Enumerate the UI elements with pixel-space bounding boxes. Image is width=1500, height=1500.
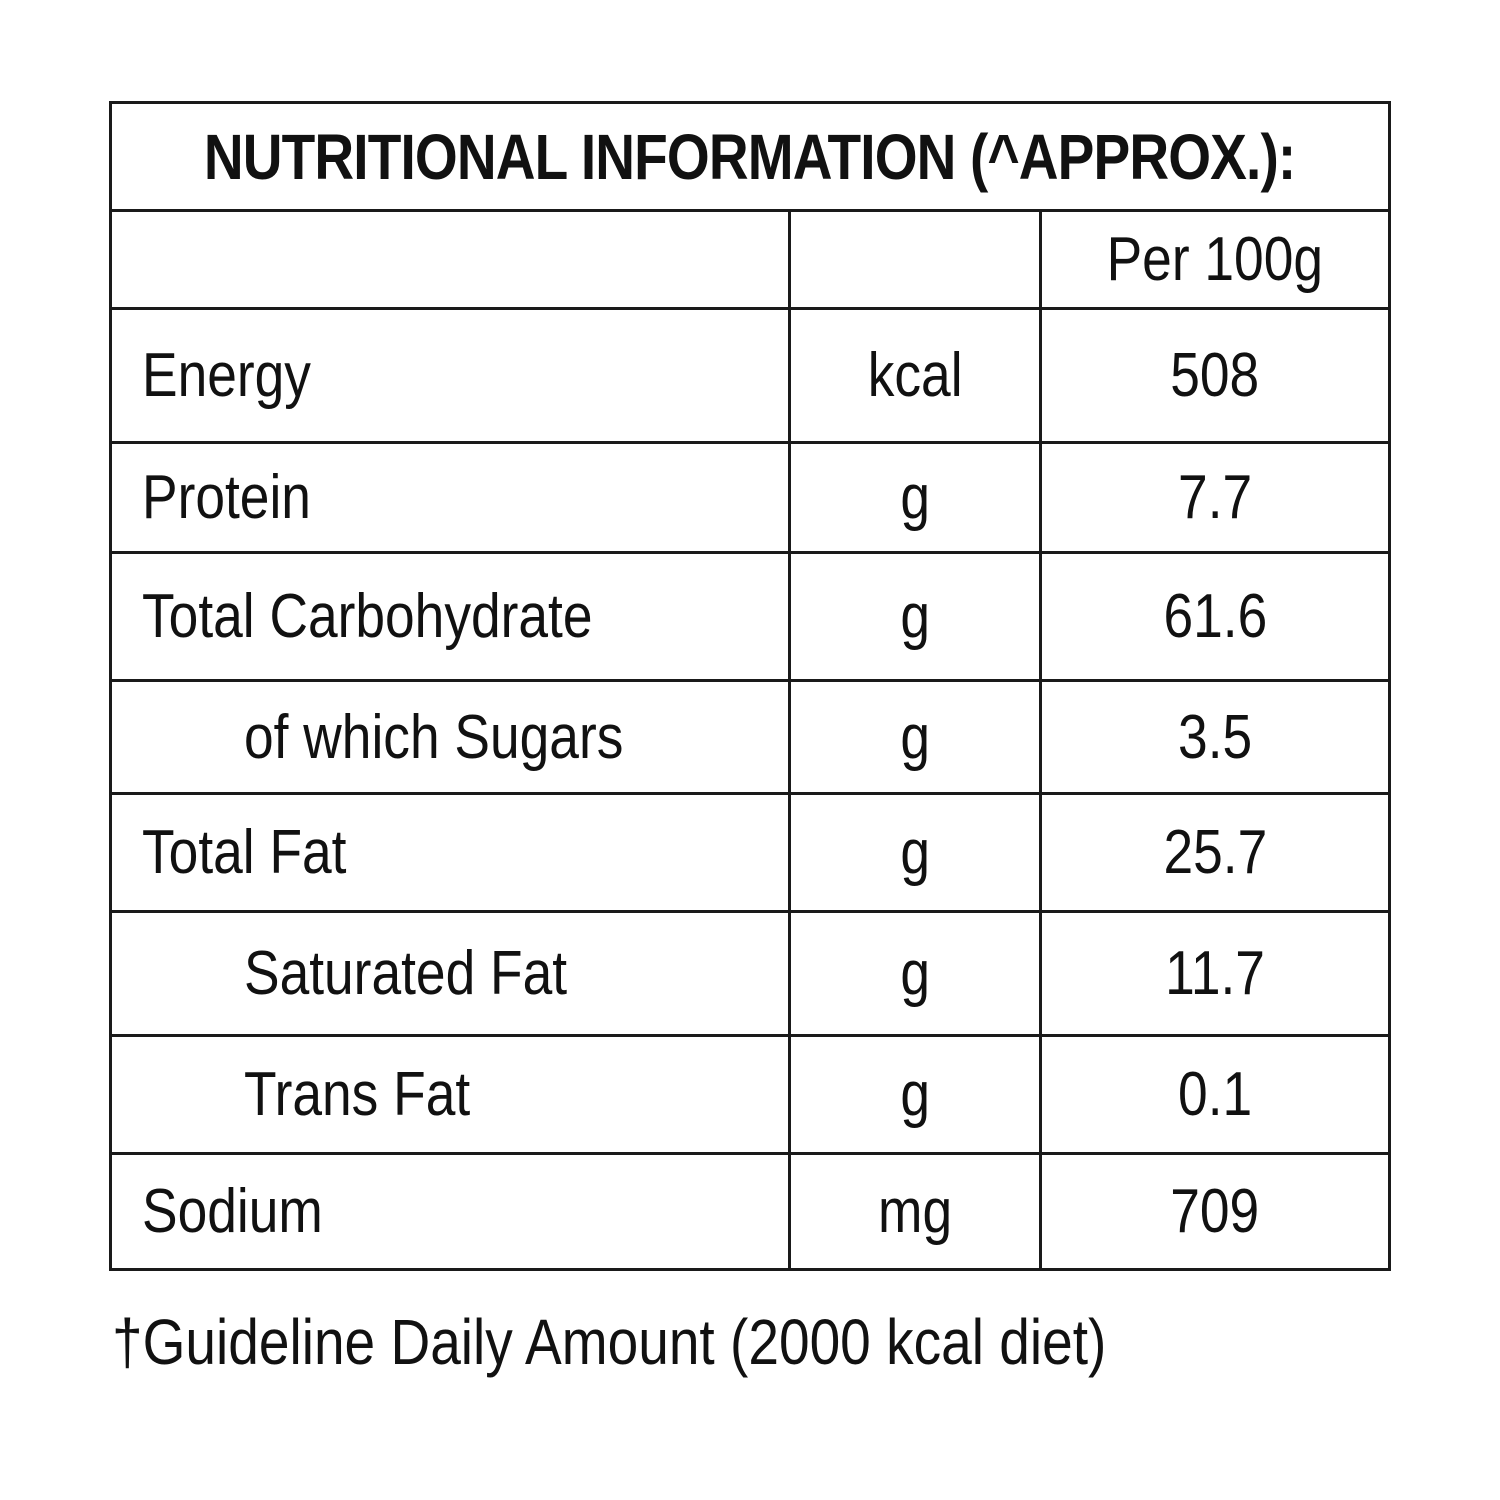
table-row-protein: Protein g 7.7 bbox=[112, 444, 1388, 554]
nutrient-name: of which Sugars bbox=[112, 682, 791, 792]
nutrient-unit: g bbox=[791, 682, 1042, 792]
nutrient-name: Trans Fat bbox=[112, 1037, 791, 1152]
nutrient-unit: kcal bbox=[791, 310, 1042, 441]
table-row-sugars: of which Sugars g 3.5 bbox=[112, 682, 1388, 795]
nutrient-value: 11.7 bbox=[1165, 939, 1265, 1008]
nutrition-table: NUTRITIONAL INFORMATION (^APPROX.): Per … bbox=[109, 101, 1391, 1271]
nutrient-value: 709 bbox=[1170, 1177, 1260, 1246]
nutrient-unit: g bbox=[791, 913, 1042, 1034]
table-row-sodium: Sodium mg 709 bbox=[112, 1155, 1388, 1268]
nutrient-name: Total Carbohydrate bbox=[112, 554, 791, 679]
header-per-100g: Per 100g bbox=[1106, 225, 1324, 294]
nutrient-value: 7.7 bbox=[1177, 463, 1253, 532]
nutrient-name: Protein bbox=[112, 444, 791, 551]
header-unit-cell bbox=[791, 212, 1042, 307]
table-row-saturated-fat: Saturated Fat g 11.7 bbox=[112, 913, 1388, 1037]
header-name-cell bbox=[112, 212, 791, 307]
table-row-trans-fat: Trans Fat g 0.1 bbox=[112, 1037, 1388, 1155]
table-title-row: NUTRITIONAL INFORMATION (^APPROX.): bbox=[112, 104, 1388, 212]
nutrient-name: Sodium bbox=[112, 1155, 791, 1268]
nutrient-unit: g bbox=[791, 1037, 1042, 1152]
nutrient-value: 3.5 bbox=[1177, 702, 1253, 772]
footnote: †Guideline Daily Amount (2000 kcal diet) bbox=[112, 1306, 1107, 1378]
table-title: NUTRITIONAL INFORMATION (^APPROX.): bbox=[204, 120, 1296, 193]
table-header-row: Per 100g bbox=[112, 212, 1388, 310]
nutrient-name: Energy bbox=[112, 310, 791, 441]
nutrient-name: Total Fat bbox=[112, 795, 791, 910]
nutrient-value: 61.6 bbox=[1163, 582, 1267, 651]
nutrient-name: Saturated Fat bbox=[112, 913, 791, 1034]
nutrient-unit: g bbox=[791, 554, 1042, 679]
nutrient-unit: mg bbox=[791, 1155, 1042, 1268]
nutrient-unit: g bbox=[791, 795, 1042, 910]
table-row-total-carbohydrate: Total Carbohydrate g 61.6 bbox=[112, 554, 1388, 682]
table-row-total-fat: Total Fat g 25.7 bbox=[112, 795, 1388, 913]
nutrient-unit: g bbox=[791, 444, 1042, 551]
nutrient-value: 0.1 bbox=[1177, 1060, 1253, 1129]
nutrient-value: 508 bbox=[1170, 341, 1260, 410]
nutrient-value: 25.7 bbox=[1163, 818, 1267, 887]
table-row-energy: Energy kcal 508 bbox=[112, 310, 1388, 444]
